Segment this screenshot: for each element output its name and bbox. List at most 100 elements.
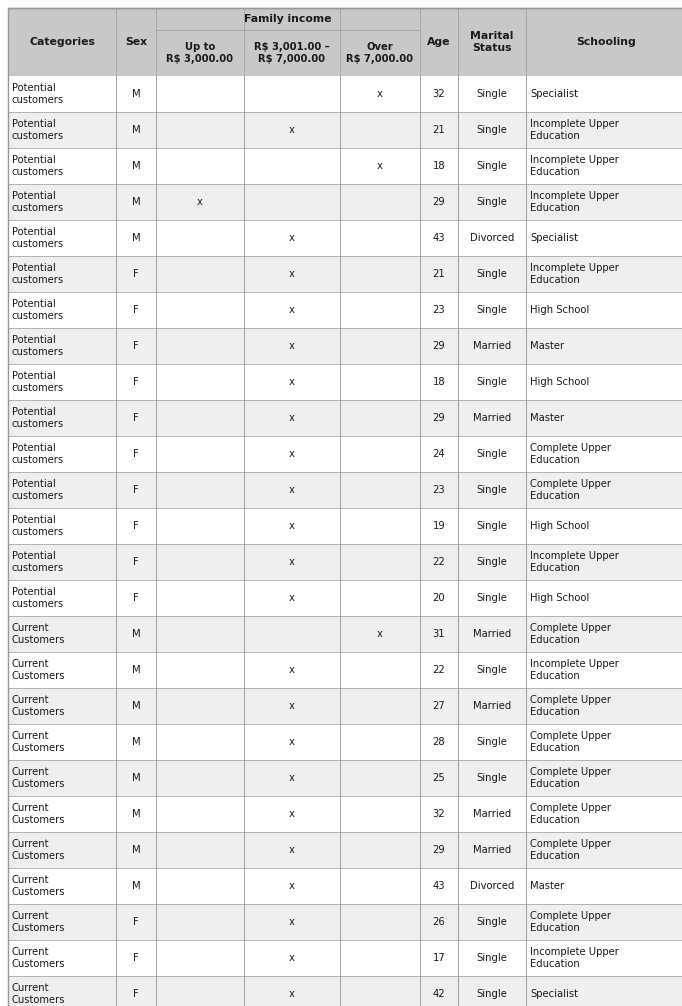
Bar [156, 832, 244, 868]
Bar [526, 544, 682, 580]
Bar [458, 760, 526, 796]
Bar [8, 544, 116, 580]
Text: 22: 22 [432, 665, 445, 675]
Text: Single: Single [477, 953, 507, 963]
Text: Potential
customers: Potential customers [12, 515, 64, 537]
Bar [8, 472, 116, 508]
Text: x: x [289, 845, 295, 855]
Text: Potential
customers: Potential customers [12, 119, 64, 141]
Text: Current
Customers: Current Customers [12, 623, 65, 645]
Bar [244, 724, 340, 760]
Bar [340, 544, 420, 580]
Bar [8, 364, 116, 400]
Bar [458, 472, 526, 508]
Bar [458, 436, 526, 472]
Bar [8, 760, 116, 796]
Text: Complete Upper
Education: Complete Upper Education [530, 803, 611, 825]
Bar [156, 76, 244, 112]
Text: R$ 3,001.00 –
R$ 7,000.00: R$ 3,001.00 – R$ 7,000.00 [254, 42, 330, 63]
Text: M: M [132, 845, 140, 855]
Bar [156, 940, 244, 976]
Text: x: x [197, 197, 203, 207]
Bar [116, 760, 156, 796]
Bar [458, 868, 526, 904]
Text: Potential
customers: Potential customers [12, 155, 64, 177]
Text: M: M [132, 233, 140, 243]
Bar [340, 760, 420, 796]
Text: 29: 29 [432, 197, 445, 207]
Bar [420, 796, 458, 832]
Text: Potential
customers: Potential customers [12, 588, 64, 609]
Text: Family income: Family income [244, 14, 331, 24]
Bar [526, 760, 682, 796]
Text: 29: 29 [432, 341, 445, 351]
Bar [244, 616, 340, 652]
Bar [116, 832, 156, 868]
Text: Specialist: Specialist [530, 233, 578, 243]
Text: Single: Single [477, 593, 507, 603]
Text: Incomplete Upper
Education: Incomplete Upper Education [530, 551, 619, 572]
Text: 43: 43 [433, 233, 445, 243]
Bar [8, 112, 116, 148]
Bar [244, 760, 340, 796]
Bar [8, 580, 116, 616]
Bar [526, 616, 682, 652]
Text: F: F [133, 269, 139, 279]
Text: 29: 29 [432, 413, 445, 423]
Text: Current
Customers: Current Customers [12, 659, 65, 681]
Text: x: x [289, 521, 295, 531]
Text: Single: Single [477, 377, 507, 387]
Bar [116, 400, 156, 436]
Bar [244, 292, 340, 328]
Text: 26: 26 [432, 917, 445, 927]
Bar [8, 868, 116, 904]
Bar [116, 688, 156, 724]
Text: Current
Customers: Current Customers [12, 695, 65, 717]
Bar [244, 904, 340, 940]
Text: Complete Upper
Education: Complete Upper Education [530, 479, 611, 501]
Text: Single: Single [477, 197, 507, 207]
Text: 23: 23 [432, 485, 445, 495]
Text: F: F [133, 593, 139, 603]
Text: High School: High School [530, 305, 589, 315]
Bar [340, 472, 420, 508]
Bar [244, 256, 340, 292]
Text: x: x [377, 629, 383, 639]
Bar [156, 976, 244, 1006]
Bar [420, 724, 458, 760]
Bar [116, 724, 156, 760]
Text: F: F [133, 989, 139, 999]
Text: F: F [133, 521, 139, 531]
Bar [8, 796, 116, 832]
Bar [116, 148, 156, 184]
Bar [116, 76, 156, 112]
Text: 28: 28 [432, 737, 445, 747]
Bar [340, 148, 420, 184]
Bar [420, 220, 458, 256]
Text: Over
R$ 7,000.00: Over R$ 7,000.00 [346, 42, 413, 63]
Bar [458, 940, 526, 976]
Text: M: M [132, 881, 140, 891]
Bar [8, 616, 116, 652]
Bar [156, 652, 244, 688]
Bar [340, 364, 420, 400]
Bar [156, 688, 244, 724]
Bar [526, 436, 682, 472]
Text: x: x [289, 737, 295, 747]
Text: F: F [133, 377, 139, 387]
Bar [420, 364, 458, 400]
Text: x: x [289, 881, 295, 891]
Text: Complete Upper
Education: Complete Upper Education [530, 768, 611, 789]
Text: Sex: Sex [125, 37, 147, 47]
Text: x: x [289, 917, 295, 927]
Text: Complete Upper
Education: Complete Upper Education [530, 444, 611, 465]
Bar [526, 184, 682, 220]
Bar [340, 940, 420, 976]
Text: Married: Married [473, 845, 511, 855]
Bar [156, 544, 244, 580]
Bar [420, 400, 458, 436]
Bar [420, 904, 458, 940]
Bar [8, 148, 116, 184]
Text: Current
Customers: Current Customers [12, 948, 65, 969]
Bar [8, 184, 116, 220]
